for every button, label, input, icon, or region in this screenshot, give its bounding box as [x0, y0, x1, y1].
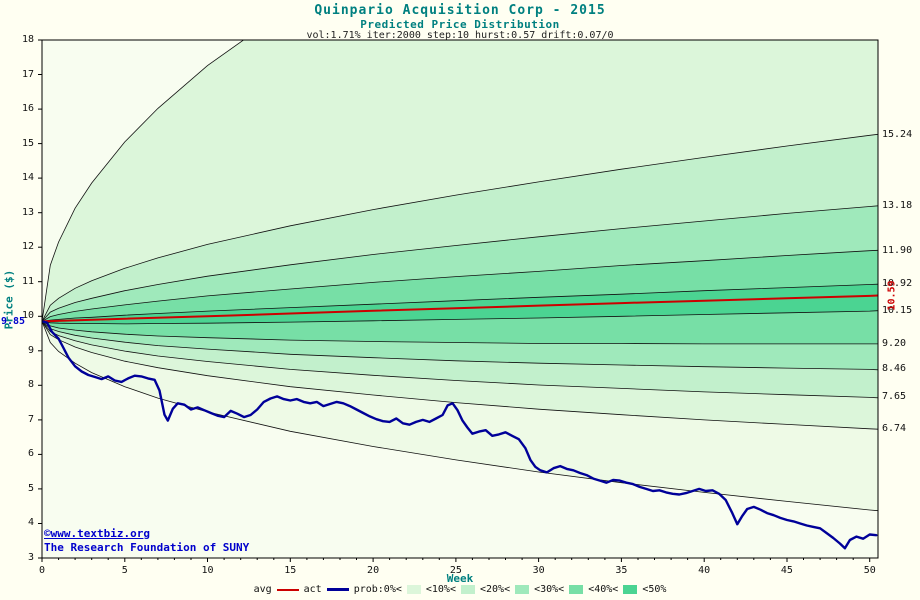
legend-avg-label: avg [253, 584, 272, 595]
fan-chart [38, 39, 879, 562]
y-tick-label-17: 17 [21, 68, 34, 80]
band-end-label-13.18: 13.18 [882, 200, 913, 212]
legend-act-line-sample [326, 588, 349, 591]
x-tick-label-25: 25 [449, 565, 462, 576]
x-tick-label-0: 0 [38, 565, 46, 576]
avg-end-label: 10.59 [886, 280, 898, 311]
y-tick-label-11: 11 [21, 275, 34, 287]
band-end-label-6.74: 6.74 [882, 422, 907, 434]
y-tick-label-13: 13 [21, 206, 34, 218]
x-tick-label-15: 15 [284, 565, 297, 576]
start-price-label: 9.85 [1, 316, 26, 328]
y-tick-label-12: 12 [21, 241, 34, 253]
chart-subtitle: Predicted Price Distribution [360, 18, 560, 31]
legend-10-label: <10%< [425, 584, 456, 595]
x-tick-label-5: 5 [121, 565, 128, 576]
y-tick-label-8: 8 [27, 379, 34, 391]
legend-swatch-20 [460, 585, 475, 594]
copyright-org[interactable]: The Research Foundation of SUNY [44, 541, 250, 554]
band-end-label-11.90: 11.90 [882, 244, 913, 256]
y-tick-label-7: 7 [27, 413, 34, 425]
legend-30-label: <30%< [534, 584, 565, 595]
x-axis-title: Week [446, 572, 474, 585]
legend-act-label: act [303, 584, 322, 595]
chart-title: Quinpario Acquisition Corp - 2015 [314, 3, 606, 18]
legend-swatch-40 [569, 585, 584, 594]
y-tick-label-18: 18 [21, 34, 34, 45]
x-tick-label-45: 45 [780, 565, 793, 576]
legend-swatch-10 [406, 585, 421, 594]
y-tick-label-15: 15 [21, 137, 34, 149]
legend-swatch-30 [515, 585, 530, 594]
band-end-label-9.20: 9.20 [882, 337, 907, 349]
band-end-label-10.92: 10.92 [882, 278, 913, 290]
x-tick-label-30: 30 [532, 565, 545, 576]
legend-swatch-50 [623, 585, 638, 594]
x-tick-label-20: 20 [367, 565, 380, 576]
legend-40-label: <40%< [588, 584, 619, 595]
y-tick-label-9: 9 [27, 344, 34, 356]
x-tick-label-50: 50 [863, 565, 876, 576]
y-tick-label-3: 3 [27, 552, 34, 563]
chart-legend: avg act prob:0%< <10%< <20%< <30%< <40%<… [0, 584, 920, 595]
y-tick-label-10: 10 [21, 310, 34, 322]
copyright-link[interactable]: ©www.textbiz.org [44, 527, 150, 540]
y-tick-label-14: 14 [21, 172, 34, 184]
y-tick-label-4: 4 [27, 517, 34, 529]
legend-50-label: <50% [642, 584, 667, 595]
y-tick-label-16: 16 [21, 103, 34, 115]
band-end-label-8.46: 8.46 [882, 363, 907, 375]
band-end-label-10.15: 10.15 [882, 305, 913, 317]
legend-20-label: <20%< [479, 584, 511, 595]
x-tick-label-10: 10 [201, 565, 214, 576]
y-tick-label-5: 5 [27, 482, 34, 494]
simulation-parameters: vol:1.71% iter:2000 step:10 hurst:0.57 d… [306, 30, 614, 41]
x-tick-label-40: 40 [698, 565, 711, 576]
x-tick-label-35: 35 [615, 565, 628, 576]
y-tick-label-6: 6 [27, 448, 34, 460]
legend-avg-line-sample [276, 588, 299, 591]
band-end-label-7.65: 7.65 [882, 391, 907, 403]
band-end-label-15.24: 15.24 [882, 129, 913, 141]
legend-prob-label: prob:0%< [353, 584, 402, 595]
